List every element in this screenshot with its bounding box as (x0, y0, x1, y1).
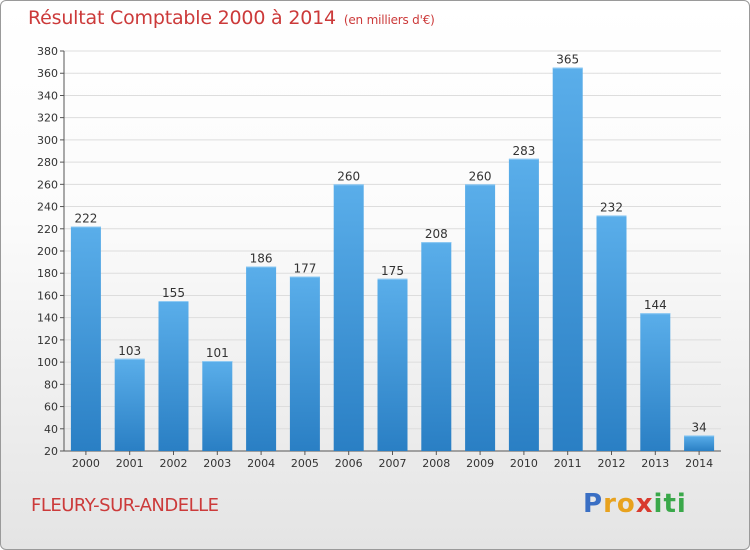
y-tick-label: 120 (37, 334, 58, 347)
x-tick-label: 2013 (641, 457, 669, 470)
labels: 20 40 60 80 100 120 140 160 180 200 220 240 260 280 30… (37, 45, 713, 470)
y-tick-label: 340 (37, 89, 58, 102)
y-tick-label: 220 (37, 223, 58, 236)
x-tick-label: 2009 (466, 457, 494, 470)
x-tick-label: 2010 (510, 457, 538, 470)
y-tick-label: 40 (44, 423, 58, 436)
bar-2011 (552, 67, 583, 452)
chart-subtitle: (en milliers d'€) (343, 13, 435, 27)
x-tick-label: 2004 (247, 457, 275, 470)
bar-2001 (114, 358, 145, 451)
bar-value-label: 186 (250, 252, 273, 266)
y-tick-label: 140 (37, 312, 58, 325)
y-tick-label: 280 (37, 156, 58, 169)
bar-2008 (421, 242, 452, 451)
bar-value-label: 175 (381, 264, 404, 278)
bar-value-label: 365 (556, 53, 579, 67)
y-tick-label: 380 (37, 45, 58, 58)
x-tick-label: 2014 (685, 457, 713, 470)
x-tick-label: 2003 (203, 457, 231, 470)
bar-2012 (596, 215, 627, 451)
x-tick-label: 2006 (335, 457, 363, 470)
y-tick-label: 80 (44, 378, 58, 391)
bar-2010 (508, 158, 539, 451)
x-tick-label: 2000 (72, 457, 100, 470)
proxiti-logo[interactable]: Proxiti (583, 489, 687, 519)
bar-2002 (158, 301, 189, 451)
bar-2009 (465, 184, 496, 452)
x-tick-label: 2001 (116, 457, 144, 470)
bar-value-label: 283 (512, 144, 535, 158)
bar-value-label: 144 (644, 298, 667, 312)
y-tick-label: 200 (37, 245, 58, 258)
y-tick-label: 20 (44, 445, 58, 458)
logo-letter: r (603, 489, 617, 519)
x-tick-label: 2008 (422, 457, 450, 470)
y-tick-label: 320 (37, 112, 58, 125)
logo-letter: t (663, 489, 677, 519)
bars (70, 67, 715, 452)
bar-value-label: 222 (74, 212, 97, 226)
y-tick-label: 100 (37, 356, 58, 369)
x-tick-label: 2002 (160, 457, 188, 470)
bar-2003 (202, 361, 233, 451)
y-tick-label: 260 (37, 178, 58, 191)
y-tick-label: 240 (37, 201, 58, 214)
bar-value-label: 34 (691, 420, 706, 434)
bar-2006 (333, 184, 364, 452)
chart-title-text: Résultat Comptable 2000 à 2014 (28, 7, 336, 29)
x-tick-label: 2011 (554, 457, 582, 470)
bar-value-label: 260 (469, 169, 492, 183)
y-tick-label: 300 (37, 134, 58, 147)
bar-value-label: 208 (425, 227, 448, 241)
bar-value-label: 155 (162, 286, 185, 300)
logo-letter: x (635, 489, 654, 519)
y-tick-label: 60 (44, 401, 58, 414)
bar-value-label: 260 (337, 169, 360, 183)
logo-letter: i (676, 489, 687, 519)
logo-letter: o (616, 489, 636, 519)
bar-2014 (684, 435, 715, 451)
x-tick-label: 2007 (379, 457, 407, 470)
logo-letter: i (653, 489, 664, 519)
bar-2007 (377, 278, 408, 451)
x-tick-label: 2012 (598, 457, 626, 470)
bar-value-label: 232 (600, 200, 623, 214)
y-tick-label: 160 (37, 289, 58, 302)
bar-value-label: 103 (118, 344, 141, 358)
bar-value-label: 177 (293, 262, 316, 276)
logo-letter: P (583, 489, 604, 519)
x-tick-label: 2005 (291, 457, 319, 470)
bar-2005 (289, 276, 320, 451)
y-tick-label: 180 (37, 267, 58, 280)
bar-2004 (246, 266, 277, 451)
town-name: FLEURY-SUR-ANDELLE (31, 495, 219, 516)
bar-2013 (640, 313, 671, 451)
y-tick-label: 360 (37, 67, 58, 80)
chart-title: Résultat Comptable 2000 à 2014 (en millie… (28, 7, 435, 29)
bar-value-label: 101 (206, 346, 229, 360)
bar-2000 (70, 226, 101, 451)
